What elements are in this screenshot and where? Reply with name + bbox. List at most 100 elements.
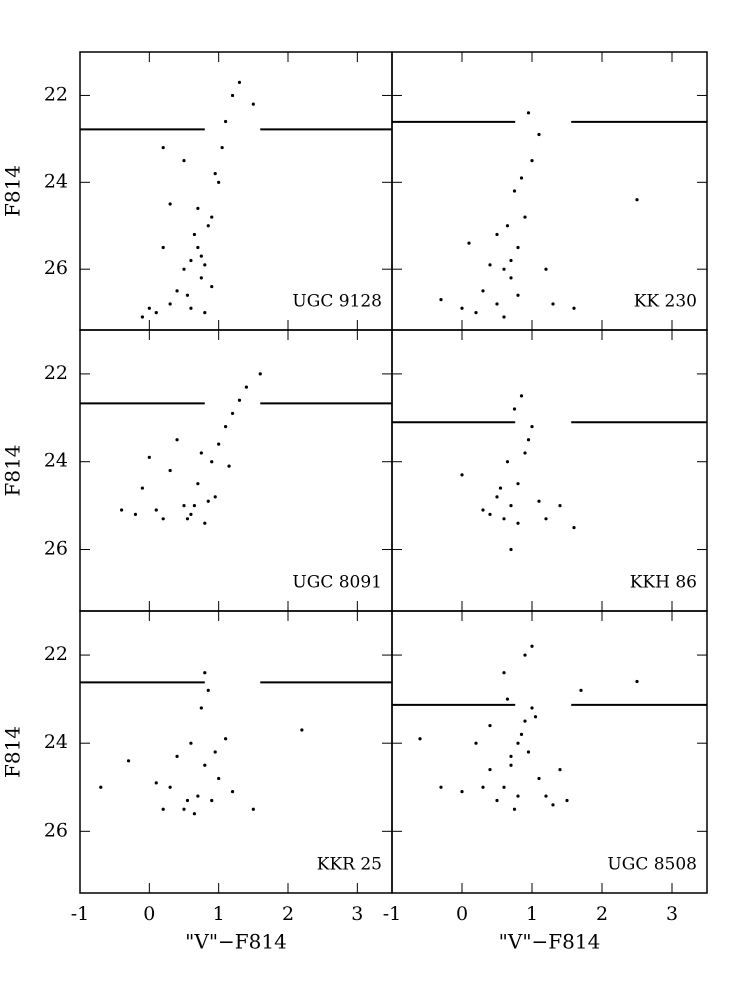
y-axis-label: F814 [1,726,25,778]
star-point [579,688,583,692]
star-point [502,785,506,789]
star-point [530,424,534,429]
star-point [516,794,520,798]
star-point [526,438,531,442]
star-point [635,198,639,202]
star-point [509,763,513,767]
star-point [526,750,531,754]
star-point [147,455,151,459]
star-point [237,398,242,402]
star-point [544,794,548,798]
star-point [237,80,242,85]
star-point [467,241,471,245]
star-point [488,512,492,517]
star-point [224,424,228,429]
star-point [551,302,555,306]
star-point [498,486,503,490]
star-point [192,504,196,508]
x-tick-label: 0 [143,903,155,925]
star-point [168,468,172,473]
star-point [189,741,193,745]
star-point [175,438,179,442]
star-point [516,521,520,525]
star-point [99,785,103,789]
star-point [217,776,221,781]
star-point [258,372,262,376]
x-tick-label: 1 [213,903,225,925]
x-tick-label: -1 [71,903,90,925]
panel-label: UGC 8508 [607,855,697,875]
panel-label: KKH 86 [630,573,697,593]
star-point [196,794,200,798]
star-point [509,547,513,552]
star-point [474,741,478,745]
star-point [175,289,179,293]
star-point [210,798,214,803]
star-point [168,202,172,206]
star-point [182,158,186,163]
star-point [210,284,214,289]
star-point [572,525,576,530]
star-point [220,145,224,150]
panel-frame [391,51,708,331]
star-point [495,302,499,306]
y-tick-label: 22 [44,362,68,384]
star-point [120,508,124,512]
star-point [182,807,186,811]
star-point [126,759,131,763]
star-point [565,798,569,803]
star-point [182,504,186,508]
star-point [251,102,255,106]
star-point [168,302,172,306]
star-point [217,180,221,184]
x-axis-label: "V"−F814 [185,930,287,954]
star-point [537,499,541,503]
star-point [502,315,506,319]
star-point [474,311,478,315]
panel-frame [391,610,708,894]
y-tick-label: 22 [44,643,68,665]
star-point [199,276,203,280]
star-point [460,306,464,310]
star-point [175,754,179,759]
y-axis-label: F814 [1,165,25,217]
panel-label: UGC 9128 [292,292,382,312]
star-point [161,245,165,250]
y-axis-label: F814 [1,444,25,496]
star-point [161,807,165,811]
panel-frame [79,610,393,894]
star-point [140,315,144,319]
star-point [495,232,499,237]
star-point [185,293,190,297]
star-point [530,644,534,648]
star-point [519,176,524,180]
star-point [439,785,443,789]
star-point [154,781,158,785]
star-point [502,517,506,521]
star-point [502,671,506,675]
star-point [481,785,485,789]
star-point [196,206,200,210]
star-point [182,267,186,271]
star-point [203,671,207,675]
star-point [505,224,510,228]
x-tick-label: -1 [383,903,402,925]
star-point [544,267,548,271]
star-point [516,245,520,250]
star-point [210,460,214,464]
y-tick-label: 26 [44,819,68,841]
star-point [213,750,217,754]
star-point [196,245,200,250]
star-point [185,517,190,521]
star-point [512,807,517,811]
star-point [544,517,548,521]
star-point [189,258,193,263]
star-point [481,508,485,512]
star-point [533,715,538,719]
star-point [203,763,207,767]
star-point [509,276,513,280]
star-point [192,232,196,237]
star-point [154,311,158,315]
